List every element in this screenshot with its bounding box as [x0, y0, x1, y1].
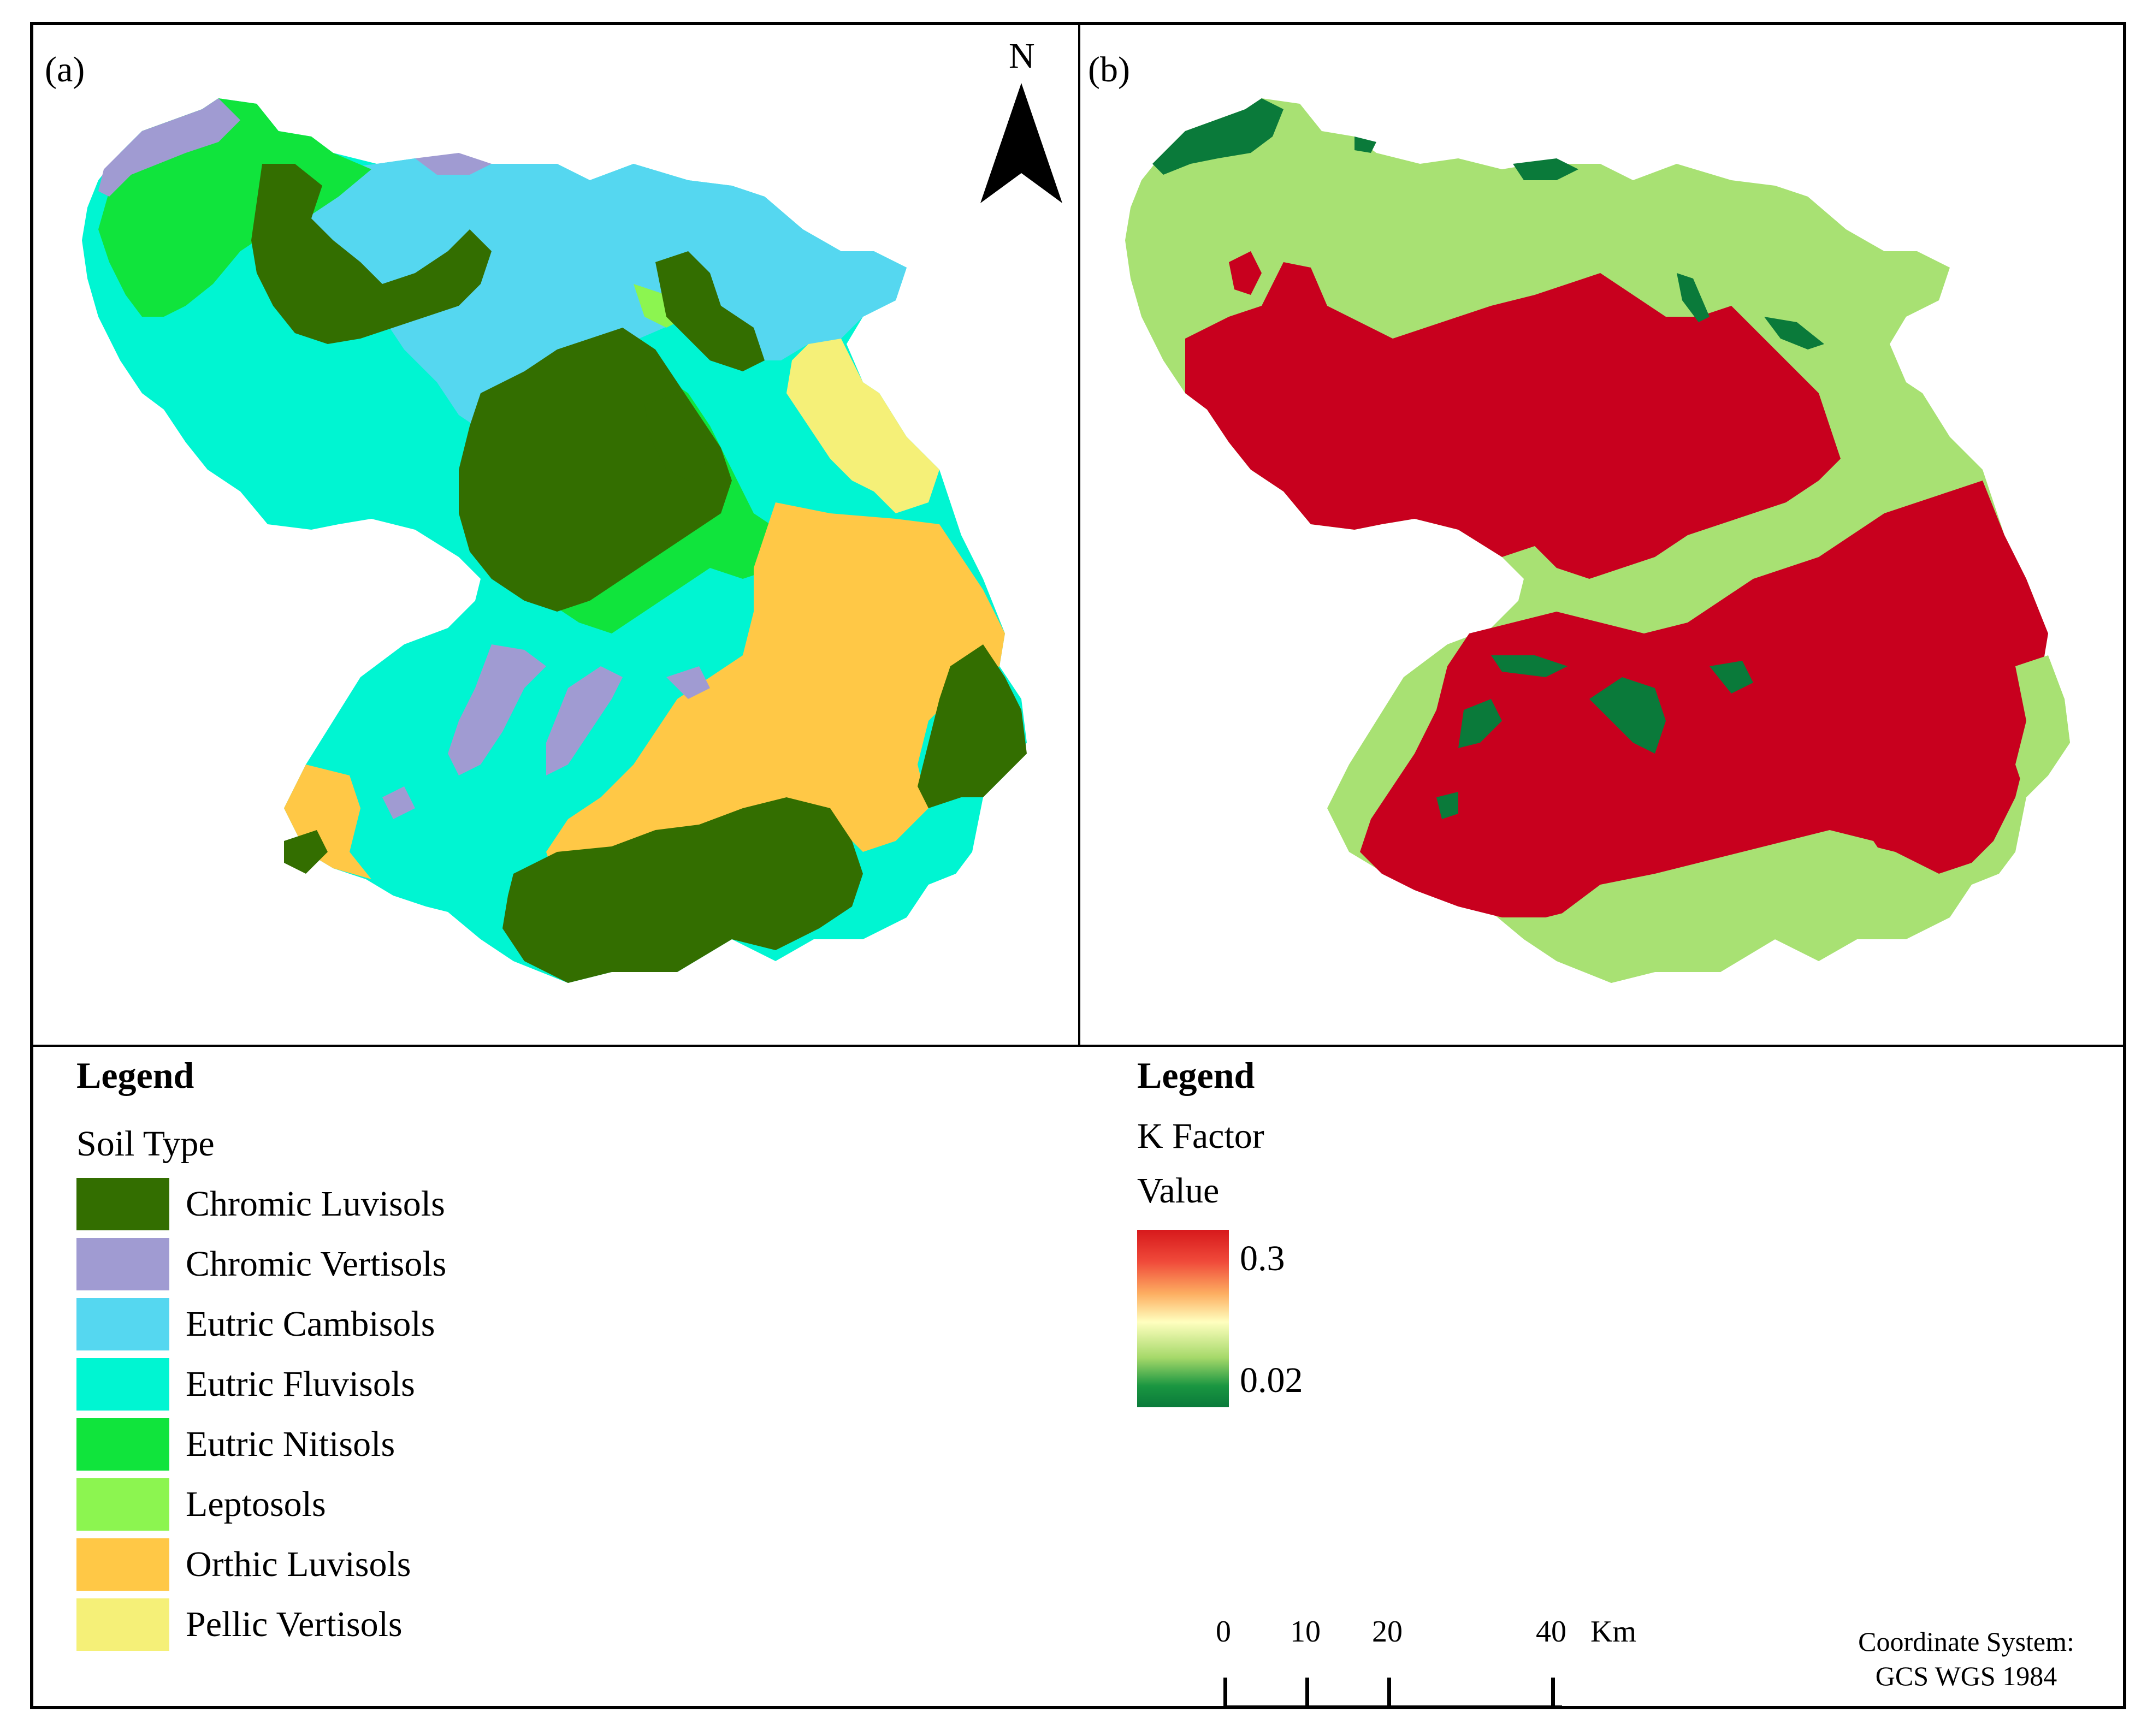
- panel-b-label: (b): [1088, 50, 1130, 90]
- chromic-luvisols-mid: [644, 393, 710, 481]
- swatch-chromic-luvisols: [76, 1178, 169, 1230]
- chromic-vertisols-s3: [666, 666, 710, 699]
- scale-tick-0: [1223, 1678, 1227, 1709]
- scale-tick-20: [1387, 1678, 1391, 1709]
- legend-item-orthic-luvisols: Orthic Luvisols: [76, 1538, 411, 1591]
- k-mid-east: [2015, 655, 2070, 797]
- legend-item-eutric-nitisols: Eutric Nitisols: [76, 1418, 395, 1471]
- legend-label: Chromic Luvisols: [186, 1184, 445, 1224]
- k-low-ne: [1764, 317, 1824, 349]
- k-legend-title: Legend: [1137, 1054, 1255, 1096]
- chromic-luvisols-south: [502, 797, 863, 983]
- pellic-vertisols-region: [786, 339, 939, 513]
- swatch-pellic-vertisols: [76, 1598, 169, 1651]
- north-arrow: N: [980, 38, 1062, 208]
- scale-label-40: 40: [1536, 1615, 1566, 1649]
- soil-legend-subtitle: Soil Type: [76, 1124, 215, 1164]
- chromic-luvisols-west: [284, 830, 328, 874]
- chromic-luvisols-north-band: [251, 164, 492, 344]
- k-low-nw: [1152, 98, 1283, 175]
- panel-divider: [1078, 22, 1080, 1046]
- swatch-eutric-cambisols: [76, 1298, 169, 1350]
- scale-unit: Km: [1590, 1615, 1636, 1649]
- scale-label-0: 0: [1216, 1615, 1231, 1649]
- k-low-label: 0.02: [1240, 1360, 1303, 1400]
- legend-label: Eutric Fluvisols: [186, 1364, 415, 1404]
- cambisols-region: [284, 158, 907, 437]
- chromic-luvisols-east: [918, 644, 1027, 808]
- chromic-vertisols-s1: [448, 644, 546, 775]
- k-low-n1: [1513, 158, 1578, 180]
- chromic-vertisols-s2: [546, 666, 623, 775]
- legend-item-eutric-cambisols: Eutric Cambisols: [76, 1298, 435, 1350]
- legend-item-pellic-vertisols: Pellic Vertisols: [76, 1598, 403, 1651]
- legend-label: Orthic Luvisols: [186, 1544, 411, 1584]
- k-high-label: 0.3: [1240, 1239, 1285, 1278]
- scale-tick-40: [1551, 1678, 1555, 1709]
- chromic-luvisols-ne: [655, 251, 765, 371]
- k-high-south: [1360, 481, 2065, 917]
- legend-label: Leptosols: [186, 1484, 326, 1524]
- legend-label: Eutric Cambisols: [186, 1304, 435, 1344]
- k-high-north2: [1229, 251, 1262, 295]
- chromic-vertisols-n: [415, 153, 492, 175]
- k-low-n2: [1355, 137, 1376, 153]
- k-high-north: [1185, 262, 1841, 579]
- legend-item-leptosols: Leptosols: [76, 1478, 326, 1531]
- coordinate-system: Coordinate System: GCS WGS 1984: [1824, 1625, 2108, 1693]
- legend-item-chromic-vertisols: Chromic Vertisols: [76, 1238, 446, 1290]
- k-factor-map: [1125, 98, 2070, 983]
- k-low-n3: [1677, 273, 1710, 322]
- k-low-s3: [1710, 661, 1753, 694]
- scale-bar-line: [1223, 1705, 1562, 1709]
- swatch-eutric-nitisols: [76, 1418, 169, 1471]
- swatch-orthic-luvisols: [76, 1538, 169, 1591]
- k-low-s5: [1436, 792, 1458, 819]
- scale-label-10: 10: [1290, 1615, 1321, 1649]
- k-legend-subtitle: K Factor: [1137, 1116, 1264, 1156]
- k-low-s2: [1589, 677, 1666, 754]
- legend-item-chromic-luvisols: Chromic Luvisols: [76, 1178, 445, 1230]
- k-low-s1: [1491, 655, 1568, 677]
- scale-bar: 0 10 20 40 Km: [1216, 1615, 1636, 1709]
- swatch-chromic-vertisols: [76, 1238, 169, 1290]
- chromic-vertisols-w: [382, 786, 415, 819]
- swatch-eutric-fluvisols: [76, 1358, 169, 1411]
- legend-label: Eutric Nitisols: [186, 1424, 395, 1464]
- north-arrow-icon: [980, 83, 1062, 203]
- panel-a-label: (a): [45, 50, 85, 90]
- legend-divider: [30, 1045, 2126, 1047]
- scale-label-20: 20: [1372, 1615, 1403, 1649]
- k-mid-south: [1557, 830, 1906, 983]
- legend-label: Chromic Vertisols: [186, 1244, 447, 1284]
- chromic-vertisols-nw: [98, 98, 240, 197]
- scale-tick-10: [1305, 1678, 1309, 1709]
- coordinate-system-label: Coordinate System:: [1858, 1626, 2074, 1657]
- k-low-s4: [1458, 699, 1502, 748]
- coordinate-system-value: GCS WGS 1984: [1875, 1660, 2057, 1691]
- legend-label: Pellic Vertisols: [186, 1604, 403, 1644]
- k-color-ramp: [1137, 1230, 1229, 1407]
- swatch-leptosols: [76, 1478, 169, 1531]
- legend-item-eutric-fluvisols: Eutric Fluvisols: [76, 1358, 415, 1411]
- north-label: N: [1009, 36, 1035, 76]
- soil-type-map: [82, 98, 1027, 983]
- orthic-luvisols-region: [546, 502, 1005, 885]
- soil-legend-title: Legend: [76, 1054, 194, 1096]
- k-legend-value-label: Value: [1137, 1171, 1220, 1211]
